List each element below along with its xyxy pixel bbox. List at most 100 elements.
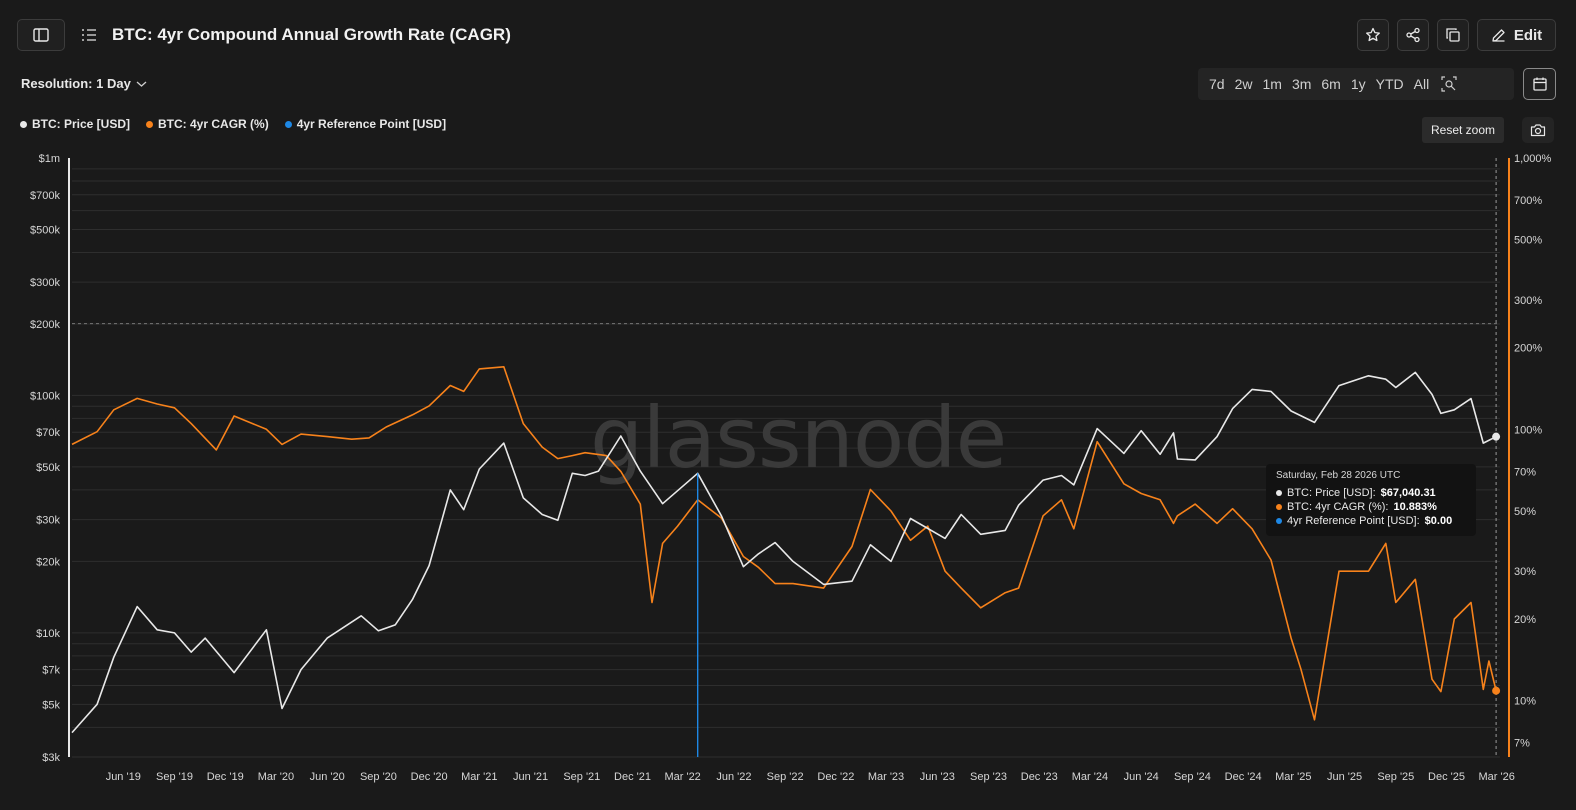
right-tick-label: 20% — [1514, 614, 1536, 626]
copy-icon — [1446, 28, 1460, 42]
x-tick-label: Dec '24 — [1225, 771, 1262, 783]
zoom-select-button[interactable] — [1437, 73, 1461, 95]
range-2w-button[interactable]: 2w — [1234, 76, 1253, 92]
range-6m-button[interactable]: 6m — [1321, 76, 1341, 92]
x-tick-label: Mar '24 — [1072, 771, 1108, 783]
legend-item-reference[interactable]: 4yr Reference Point [USD] — [284, 117, 447, 131]
tooltip-row-price: BTC: Price [USD]: $67,040.31 — [1276, 486, 1466, 500]
x-tick-label: Jun '24 — [1124, 771, 1159, 783]
zoom-area-icon — [1441, 76, 1457, 92]
x-tick-label: Dec '21 — [614, 771, 651, 783]
legend-label-price: BTC: Price [USD] — [32, 117, 131, 131]
tooltip-value-reference: $0.00 — [1424, 515, 1453, 527]
tooltip-date: Saturday, Feb 28 2026 UTC — [1276, 470, 1401, 481]
range-7d-button[interactable]: 7d — [1209, 76, 1225, 92]
left-tick-label: $200k — [30, 319, 60, 331]
x-tick-label: Dec '23 — [1021, 771, 1058, 783]
x-tick-label: Jun '25 — [1327, 771, 1362, 783]
legend-item-cagr[interactable]: BTC: 4yr CAGR (%) — [146, 117, 269, 131]
chart-markers — [1492, 432, 1501, 695]
share-icon — [1406, 27, 1420, 43]
legend-dot-reference — [284, 120, 292, 128]
sidebar-panel-icon — [33, 28, 49, 42]
x-tick-label: Sep '24 — [1174, 771, 1211, 783]
left-axis-ticks: $1m $700k $500k $300k $200k $100k $70k $50k $30k… — [30, 153, 60, 764]
x-tick-label: Jun '19 — [106, 771, 141, 783]
time-range-selector: 7d 2w 1m 3m 6m 1y YTD All — [1198, 68, 1514, 100]
series-line-btc-4yr-cagr- — [71, 366, 1497, 721]
legend-item-price[interactable]: BTC: Price [USD] — [20, 117, 130, 131]
chart-tooltip: Saturday, Feb 28 2026 UTC BTC: Price [US… — [1266, 464, 1476, 536]
right-tick-label: 200% — [1514, 343, 1542, 355]
resolution-dropdown[interactable]: Resolution: 1 Day — [21, 76, 147, 91]
x-tick-label: Sep '21 — [563, 771, 600, 783]
left-tick-label: $70k — [36, 427, 60, 439]
resolution-label: Resolution: 1 Day — [21, 76, 131, 91]
x-tick-label: Jun '23 — [920, 771, 955, 783]
x-tick-label: Dec '22 — [817, 771, 854, 783]
chart-legend: BTC: Price [USD] BTC: 4yr CAGR (%) 4yr R… — [20, 117, 446, 131]
range-1m-button[interactable]: 1m — [1262, 76, 1282, 92]
chart-axes — [68, 158, 1510, 757]
pencil-icon — [1492, 28, 1505, 42]
price-end-marker — [1492, 432, 1501, 441]
range-1y-button[interactable]: 1y — [1350, 76, 1366, 92]
x-tick-label: Dec '25 — [1428, 771, 1465, 783]
right-tick-label: 1,000% — [1514, 153, 1552, 165]
share-button[interactable] — [1397, 19, 1429, 51]
favorite-button[interactable] — [1357, 19, 1389, 51]
reset-zoom-button[interactable]: Reset zoom — [1422, 117, 1504, 143]
left-tick-label: $50k — [36, 462, 60, 474]
tooltip-label-price: BTC: Price [USD]: — [1287, 487, 1376, 499]
x-tick-label: Dec '19 — [207, 771, 244, 783]
sidebar-toggle-button[interactable] — [17, 19, 65, 51]
duplicate-button[interactable] — [1437, 19, 1469, 51]
left-tick-label: $300k — [30, 277, 60, 289]
right-tick-label: 500% — [1514, 235, 1542, 247]
tooltip-label-cagr: BTC: 4yr CAGR (%): — [1287, 501, 1389, 513]
x-tick-label: Mar '25 — [1275, 771, 1311, 783]
range-ytd-button[interactable]: YTD — [1375, 76, 1404, 92]
tooltip-dot-cagr — [1276, 504, 1282, 510]
tooltip-value-cagr: 10.883% — [1393, 501, 1437, 513]
screenshot-button[interactable] — [1522, 117, 1554, 143]
x-tick-label: Jun '20 — [310, 771, 345, 783]
x-tick-label: Jun '22 — [716, 771, 751, 783]
camera-icon — [1530, 124, 1546, 137]
x-tick-label: Mar '20 — [258, 771, 294, 783]
x-tick-label: Sep '20 — [360, 771, 397, 783]
legend-label-cagr: BTC: 4yr CAGR (%) — [158, 117, 269, 131]
calendar-icon — [1532, 77, 1547, 91]
x-tick-label: Mar '23 — [868, 771, 904, 783]
right-tick-label: 70% — [1514, 466, 1536, 478]
x-tick-label: Mar '21 — [461, 771, 497, 783]
metric-list-icon[interactable] — [80, 26, 98, 44]
left-tick-label: $20k — [36, 556, 60, 568]
legend-label-reference: 4yr Reference Point [USD] — [296, 117, 447, 131]
tooltip-label-reference: 4yr Reference Point [USD]: — [1287, 515, 1420, 527]
chart-series — [71, 366, 1497, 757]
x-axis-ticks: Jun '19 Sep '19 Dec '19 Mar '20 Jun '20 Sep '… — [106, 771, 1515, 783]
series-line-btc-price-usd- — [71, 371, 1497, 734]
x-tick-label: Sep '25 — [1377, 771, 1414, 783]
date-range-button[interactable] — [1523, 68, 1556, 100]
range-all-button[interactable]: All — [1413, 76, 1430, 92]
x-tick-label: Dec '20 — [411, 771, 448, 783]
x-tick-label: Sep '19 — [156, 771, 193, 783]
left-tick-label: $7k — [42, 665, 60, 677]
right-tick-label: 7% — [1514, 738, 1530, 750]
edit-button[interactable]: Edit — [1477, 19, 1556, 51]
tooltip-row-reference: 4yr Reference Point [USD]: $0.00 — [1276, 514, 1466, 528]
x-tick-label: Sep '22 — [767, 771, 804, 783]
left-tick-label: $5k — [42, 699, 60, 711]
right-axis-ticks: 1,000% 700% 500% 300% 200% 100% 70% 50% 30% 20% 10… — [1514, 153, 1552, 750]
range-3m-button[interactable]: 3m — [1291, 76, 1312, 92]
tooltip-dot-reference — [1276, 518, 1282, 524]
page-title: BTC: 4yr Compound Annual Growth Rate (CA… — [112, 25, 511, 44]
chevron-down-icon — [136, 81, 147, 87]
left-tick-label: $100k — [30, 390, 60, 402]
left-tick-label: $3k — [42, 752, 60, 764]
chart-area[interactable]: glassnode $1m $700k $500k $300k $200k $100k $7… — [0, 145, 1576, 810]
left-tick-label: $1m — [39, 153, 60, 165]
right-tick-label: 300% — [1514, 295, 1542, 307]
